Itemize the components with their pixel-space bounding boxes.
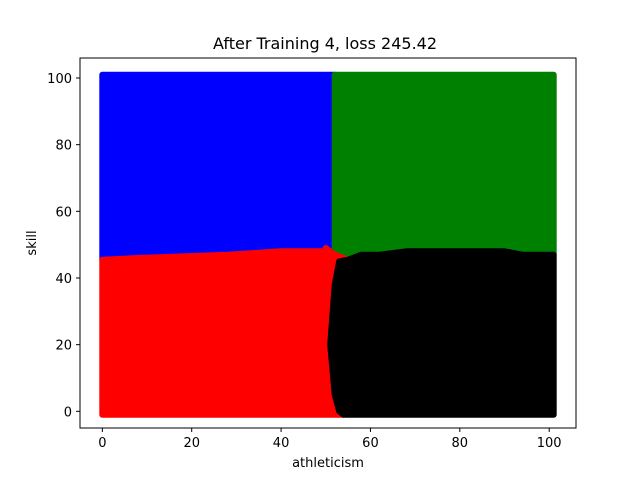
x-axis: 0 20 40 60 80 100: [98, 428, 562, 451]
y-tick-label: 80: [55, 139, 72, 154]
x-tick-label: 40: [273, 436, 290, 451]
y-axis: 0 20 40 60 80 100: [47, 72, 80, 420]
series-region-upper-right: [331, 71, 557, 263]
series-region-lower-left: [99, 245, 352, 418]
x-tick-label: 80: [452, 436, 469, 451]
series-region-upper-left: [99, 71, 338, 263]
y-tick-label: 0: [64, 405, 72, 420]
x-tick-label: 100: [537, 436, 562, 451]
y-tick-label: 20: [55, 339, 72, 354]
y-axis-label: skill: [25, 230, 40, 255]
y-tick-label: 40: [55, 272, 72, 287]
plot-frame: [79, 57, 577, 429]
x-axis-label: athleticism: [292, 456, 364, 471]
series-region-lower-right: [327, 248, 557, 418]
y-tick-label: 60: [55, 205, 72, 220]
y-tick-label: 100: [47, 72, 72, 87]
x-tick-label: 0: [98, 436, 106, 451]
x-tick-label: 20: [183, 436, 200, 451]
x-tick-label: 60: [362, 436, 379, 451]
scatter-regions: [99, 71, 557, 418]
chart-title: After Training 4, loss 245.42: [213, 34, 437, 53]
